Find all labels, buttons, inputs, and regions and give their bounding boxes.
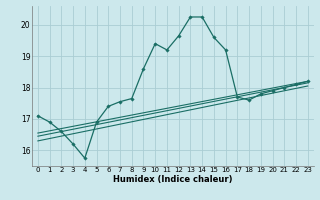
X-axis label: Humidex (Indice chaleur): Humidex (Indice chaleur) [113,175,233,184]
